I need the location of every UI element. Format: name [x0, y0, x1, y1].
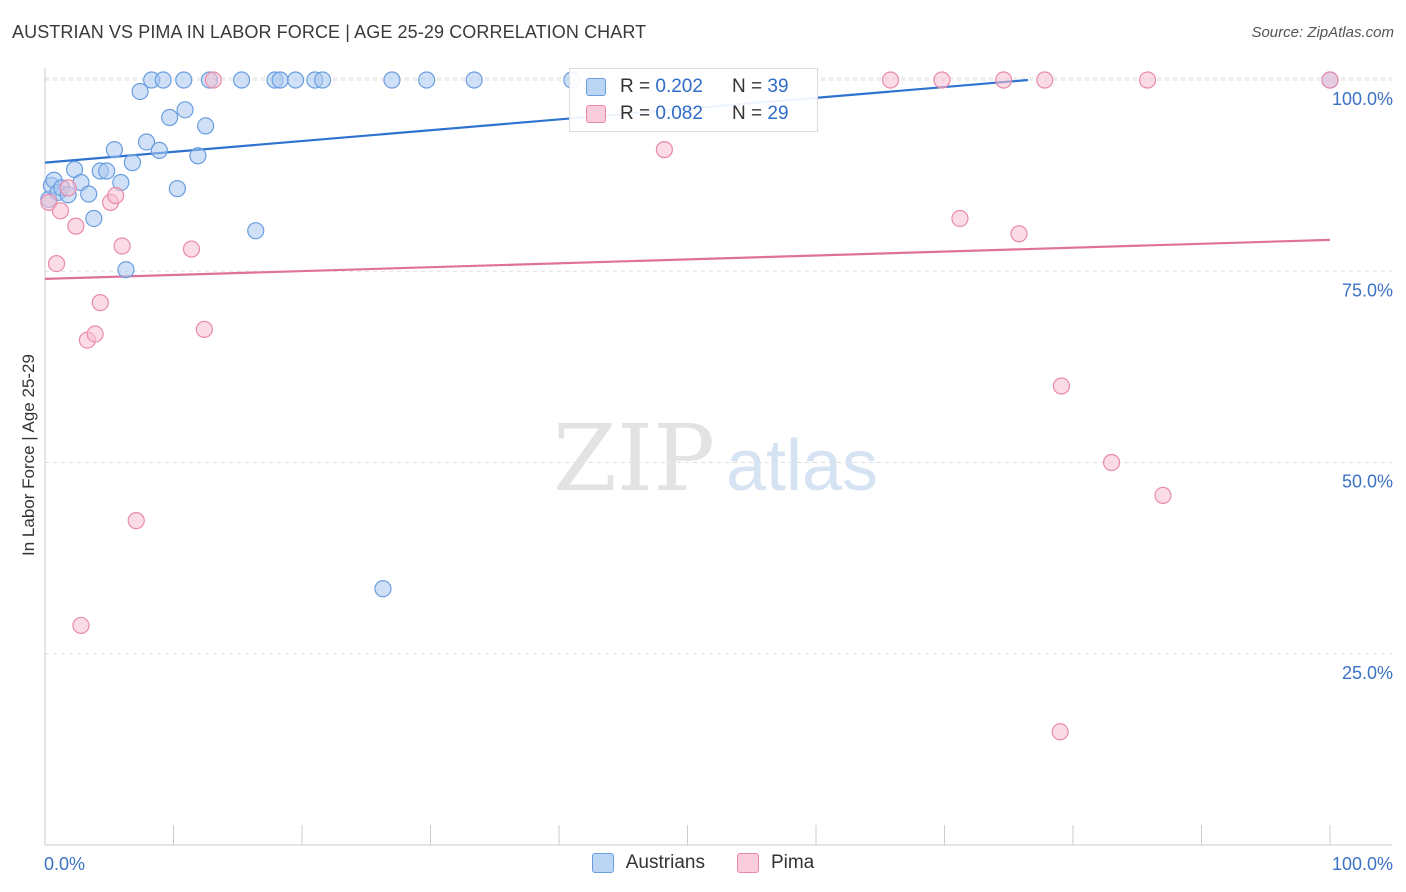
- austrians-n: N = 39: [732, 76, 789, 98]
- austrians-point: [124, 155, 140, 171]
- pima-swatch: [586, 105, 606, 123]
- grid-lines: [45, 78, 1392, 654]
- legend-item-austrians[interactable]: Austrians: [592, 852, 705, 874]
- austrians-point: [248, 223, 264, 239]
- pima-point: [1104, 455, 1120, 471]
- pima-point: [883, 72, 899, 88]
- scatter-chart: ZIP atlas 25.0%50.0%75.0%100.0%0.0% 100.0…: [0, 0, 1406, 892]
- austrians-point: [86, 210, 102, 226]
- pima-point: [196, 321, 212, 337]
- pima-point: [183, 241, 199, 257]
- austrians-point: [162, 109, 178, 125]
- pima-point: [1053, 378, 1069, 394]
- pima-point: [1037, 72, 1053, 88]
- austrians-point: [375, 581, 391, 597]
- pima-point: [656, 142, 672, 158]
- austrians-r: R = 0.202: [620, 76, 732, 98]
- austrians-point: [315, 72, 331, 88]
- pima-point: [73, 617, 89, 633]
- austrians-point: [176, 72, 192, 88]
- austrians-point: [384, 72, 400, 88]
- austrians-point: [106, 142, 122, 158]
- austrians-point: [272, 72, 288, 88]
- pima-point: [108, 188, 124, 204]
- austrians-point: [466, 72, 482, 88]
- pima-point: [205, 72, 221, 88]
- pima-point: [1052, 724, 1068, 740]
- pima-point: [996, 72, 1012, 88]
- legend-item-pima[interactable]: Pima: [737, 852, 814, 874]
- austrians-point: [419, 72, 435, 88]
- austrians-swatch: [586, 78, 606, 96]
- austrians-point: [155, 72, 171, 88]
- pima-point: [128, 513, 144, 529]
- pima-legend-label: Pima: [771, 852, 814, 874]
- watermark-zip: ZIP: [553, 405, 715, 512]
- pima-point: [1140, 72, 1156, 88]
- axes: [45, 68, 1392, 845]
- austrians-legend-swatch: [592, 853, 614, 873]
- austrians-point: [198, 118, 214, 134]
- correlation-legend: R = 0.202 N = 39 R = 0.082 N = 29: [569, 68, 818, 132]
- austrians-point: [81, 186, 97, 202]
- y-axis-label: In Labor Force | Age 25-29: [19, 354, 39, 556]
- pima-legend-swatch: [737, 853, 759, 873]
- series-legend: Austrians Pima: [0, 852, 1406, 874]
- pima-point: [49, 256, 65, 272]
- pima-point: [68, 218, 84, 234]
- pima-r: R = 0.082: [620, 103, 732, 125]
- austrians-point: [190, 148, 206, 164]
- y-tick-label: 25.0%: [1342, 663, 1393, 683]
- y-tick-label: 100.0%: [1332, 89, 1393, 109]
- pima-point: [87, 326, 103, 342]
- austrians-point: [99, 163, 115, 179]
- austrians-point: [288, 72, 304, 88]
- watermark-atlas: atlas: [726, 426, 878, 506]
- austrians-point: [151, 142, 167, 158]
- austrians-point: [118, 262, 134, 278]
- pima-point: [114, 238, 130, 254]
- pima-n: N = 29: [732, 103, 789, 125]
- pima-point: [1011, 226, 1027, 242]
- tick-labels: 25.0%50.0%75.0%100.0%0.0% 100.0%: [44, 89, 1393, 874]
- pima-point: [60, 180, 76, 196]
- pima-point: [1155, 487, 1171, 503]
- pima-point: [1322, 72, 1338, 88]
- pima-point: [52, 203, 68, 219]
- pima-point: [934, 72, 950, 88]
- legend-row-austrians: R = 0.202 N = 39: [586, 75, 789, 99]
- austrians-point: [169, 181, 185, 197]
- pima-point: [92, 295, 108, 311]
- watermark: ZIP atlas: [553, 405, 878, 512]
- austrians-point: [177, 102, 193, 118]
- pima-trendline: [45, 240, 1330, 279]
- y-tick-label: 50.0%: [1342, 472, 1393, 492]
- austrians-point: [234, 72, 250, 88]
- pima-point: [952, 210, 968, 226]
- y-tick-label: 75.0%: [1342, 280, 1393, 300]
- austrians-legend-label: Austrians: [626, 852, 705, 874]
- legend-row-pima: R = 0.082 N = 29: [586, 102, 789, 126]
